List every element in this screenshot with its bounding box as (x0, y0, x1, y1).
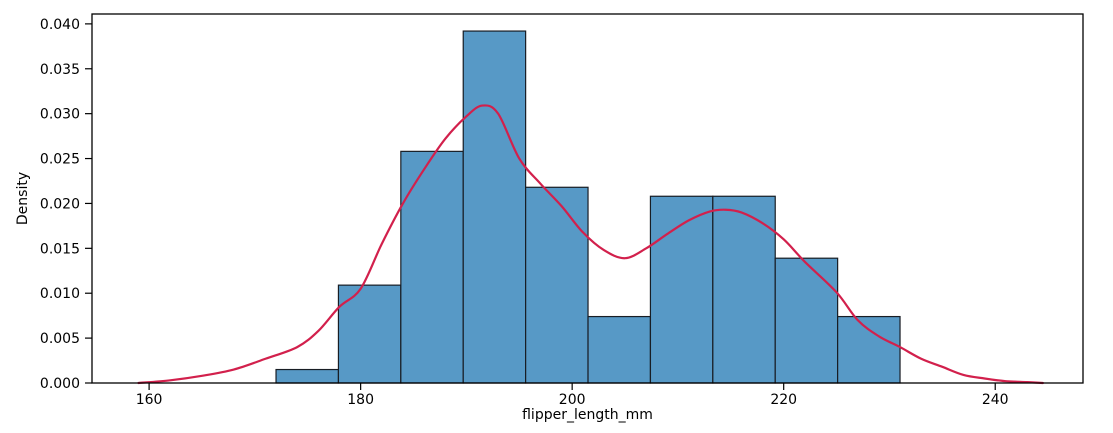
histogram-bar (525, 186, 589, 384)
kde-curve (137, 104, 1044, 385)
histogram-bar (400, 150, 464, 384)
y-tick-label: 0.025 (40, 152, 80, 168)
axes-frame-layer (91, 13, 1084, 384)
plot-frame (91, 13, 1084, 384)
histogram-bars-layer (275, 30, 901, 384)
y-tick-label: 0.040 (40, 17, 80, 33)
y-tick-label: 0.005 (40, 331, 80, 347)
x-tick-label: 180 (347, 392, 374, 408)
histogram-bar (837, 315, 901, 384)
x-axis-label: flipper_length_mm (522, 407, 653, 423)
histogram-bar (774, 257, 839, 384)
y-tick-label: 0.015 (40, 241, 80, 257)
histogram-bar (462, 30, 527, 384)
x-tick-label: 220 (770, 392, 797, 408)
x-tick-label: 160 (136, 392, 163, 408)
ticks-layer: 160 180 200 220 240 0.000 0.005 0.010 0.015 0.020… (40, 17, 1009, 408)
y-tick-label: 0.030 (40, 107, 80, 123)
histogram-bar (587, 315, 652, 384)
histogram-bar (712, 195, 776, 384)
histogram-bar (649, 195, 714, 384)
kde-layer (137, 104, 1044, 385)
y-axis-label: Density (15, 172, 31, 225)
y-tick-label: 0.010 (40, 286, 80, 302)
histogram-bar (275, 368, 340, 384)
histogram-bar (337, 284, 402, 384)
y-tick-label: 0.000 (40, 376, 80, 392)
x-tick-label: 240 (982, 392, 1009, 408)
y-tick-label: 0.020 (40, 196, 80, 212)
y-tick-label: 0.035 (40, 62, 80, 78)
x-tick-label: 200 (559, 392, 586, 408)
